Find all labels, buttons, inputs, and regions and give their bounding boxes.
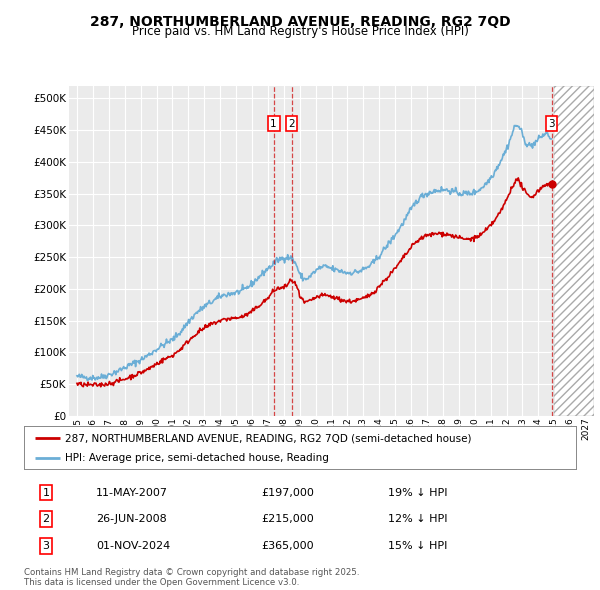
Text: 1: 1	[43, 488, 50, 497]
Bar	[554, 86, 594, 416]
Text: 2: 2	[43, 514, 50, 524]
Text: £215,000: £215,000	[262, 514, 314, 524]
Text: Contains HM Land Registry data © Crown copyright and database right 2025.
This d: Contains HM Land Registry data © Crown c…	[24, 568, 359, 587]
Text: £365,000: £365,000	[262, 541, 314, 550]
Text: 287, NORTHUMBERLAND AVENUE, READING, RG2 7QD (semi-detached house): 287, NORTHUMBERLAND AVENUE, READING, RG2…	[65, 433, 472, 443]
Text: 15% ↓ HPI: 15% ↓ HPI	[388, 541, 448, 550]
Text: 12% ↓ HPI: 12% ↓ HPI	[388, 514, 448, 524]
Text: 19% ↓ HPI: 19% ↓ HPI	[388, 488, 448, 497]
Text: 2: 2	[288, 119, 295, 129]
Text: 3: 3	[43, 541, 50, 550]
Text: 1: 1	[270, 119, 277, 129]
Text: 26-JUN-2008: 26-JUN-2008	[96, 514, 167, 524]
Text: 01-NOV-2024: 01-NOV-2024	[96, 541, 170, 550]
Text: Price paid vs. HM Land Registry's House Price Index (HPI): Price paid vs. HM Land Registry's House …	[131, 25, 469, 38]
Text: 3: 3	[548, 119, 555, 129]
Text: 11-MAY-2007: 11-MAY-2007	[96, 488, 168, 497]
Text: HPI: Average price, semi-detached house, Reading: HPI: Average price, semi-detached house,…	[65, 453, 329, 463]
Text: £197,000: £197,000	[262, 488, 314, 497]
Text: 287, NORTHUMBERLAND AVENUE, READING, RG2 7QD: 287, NORTHUMBERLAND AVENUE, READING, RG2…	[89, 15, 511, 29]
